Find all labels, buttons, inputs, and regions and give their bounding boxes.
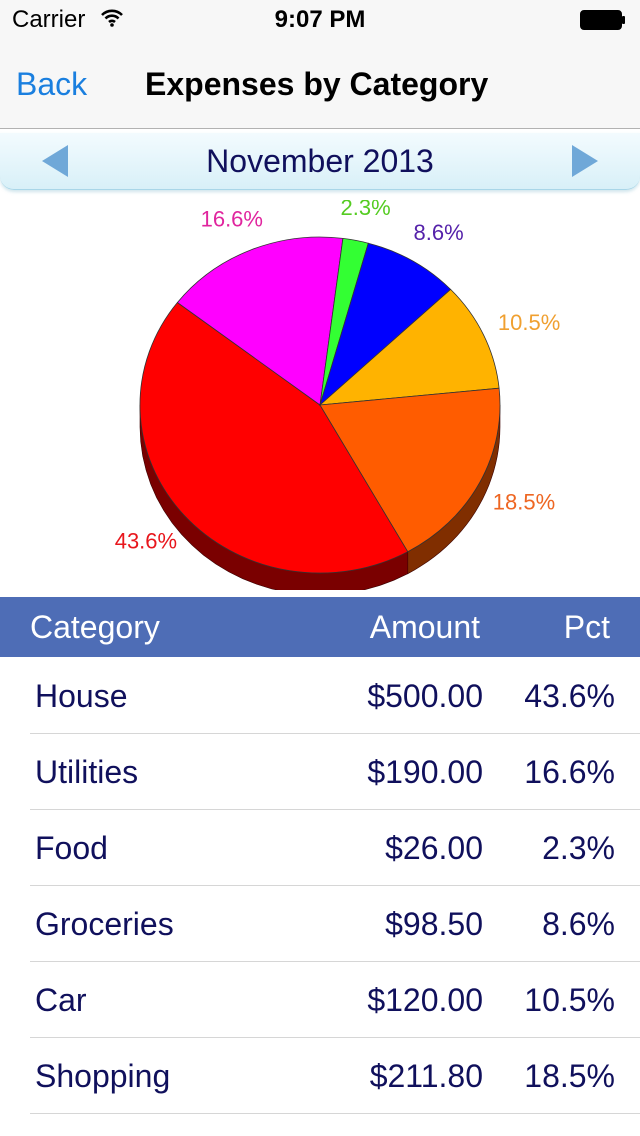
pie-label-shopping: 18.5% xyxy=(493,489,555,514)
row-amount: $500.00 xyxy=(367,678,483,714)
next-month-arrow-icon[interactable] xyxy=(570,145,598,177)
previous-month-arrow-icon[interactable] xyxy=(42,145,70,177)
row-category: Food xyxy=(35,830,108,866)
pie-slice-groceries xyxy=(319,242,452,407)
row-pct: 18.5% xyxy=(524,1058,615,1094)
row-pct: 10.5% xyxy=(524,982,615,1018)
row-amount: $211.80 xyxy=(369,1058,483,1094)
row-category: Groceries xyxy=(35,906,174,942)
row-category: Utilities xyxy=(35,754,139,790)
row-amount: $26.00 xyxy=(385,830,483,866)
wifi-icon xyxy=(101,9,123,27)
month-selector: November 2013 xyxy=(0,133,640,190)
status-time: 9:07 PM xyxy=(274,6,366,33)
status-bar: Carrier 9:07 PM xyxy=(0,0,640,40)
row-amount: $120.00 xyxy=(367,982,483,1018)
row-pct: 43.6% xyxy=(524,678,615,714)
row-category: Shopping xyxy=(35,1058,171,1094)
table-row[interactable]: Car $120.00 10.5% xyxy=(0,962,640,1038)
table-row[interactable]: Groceries $98.50 8.6% xyxy=(0,886,640,962)
table-row[interactable]: Utilities $190.00 16.6% xyxy=(0,734,640,810)
pie-slice-utilities xyxy=(176,236,344,406)
page-title: Expenses by Category xyxy=(145,66,489,102)
pie-label-utilities: 16.6% xyxy=(201,207,263,232)
row-category: Car xyxy=(35,982,87,1018)
row-amount: $190.00 xyxy=(367,754,483,790)
column-header-category: Category xyxy=(30,609,160,645)
pie-label-car: 10.5% xyxy=(498,310,560,335)
row-pct: 2.3% xyxy=(542,830,615,866)
navigation-bar: Back Expenses by Category xyxy=(0,40,640,129)
table-row[interactable]: Shopping $211.80 18.5% xyxy=(0,1038,640,1114)
row-pct: 16.6% xyxy=(524,754,615,790)
pie-slice-house xyxy=(139,301,409,574)
month-label: November 2013 xyxy=(206,143,434,179)
expense-table: House $500.00 43.6% Utilities $190.00 16… xyxy=(0,658,640,1114)
table-row[interactable]: House $500.00 43.6% xyxy=(0,658,640,734)
back-button[interactable]: Back xyxy=(16,66,88,102)
column-header-amount: Amount xyxy=(369,609,480,645)
table-row[interactable]: Food $26.00 2.3% xyxy=(0,810,640,886)
pie-slice-car xyxy=(318,288,500,406)
carrier-label: Carrier xyxy=(12,6,86,33)
row-pct: 8.6% xyxy=(542,906,615,942)
expense-pie-chart: 43.6% 16.6% 2.3% 8.6% 10.5% 18.5% xyxy=(115,200,560,590)
pie-label-food: 2.3% xyxy=(341,200,391,220)
pie-label-groceries: 8.6% xyxy=(414,220,464,245)
column-header-pct: Pct xyxy=(563,609,610,645)
pie-slice-shopping xyxy=(319,387,501,553)
row-category: House xyxy=(35,678,128,714)
pie-label-house: 43.6% xyxy=(115,528,177,553)
battery-icon xyxy=(580,10,625,30)
row-amount: $98.50 xyxy=(385,906,483,942)
table-header: Category Amount Pct xyxy=(0,597,640,657)
